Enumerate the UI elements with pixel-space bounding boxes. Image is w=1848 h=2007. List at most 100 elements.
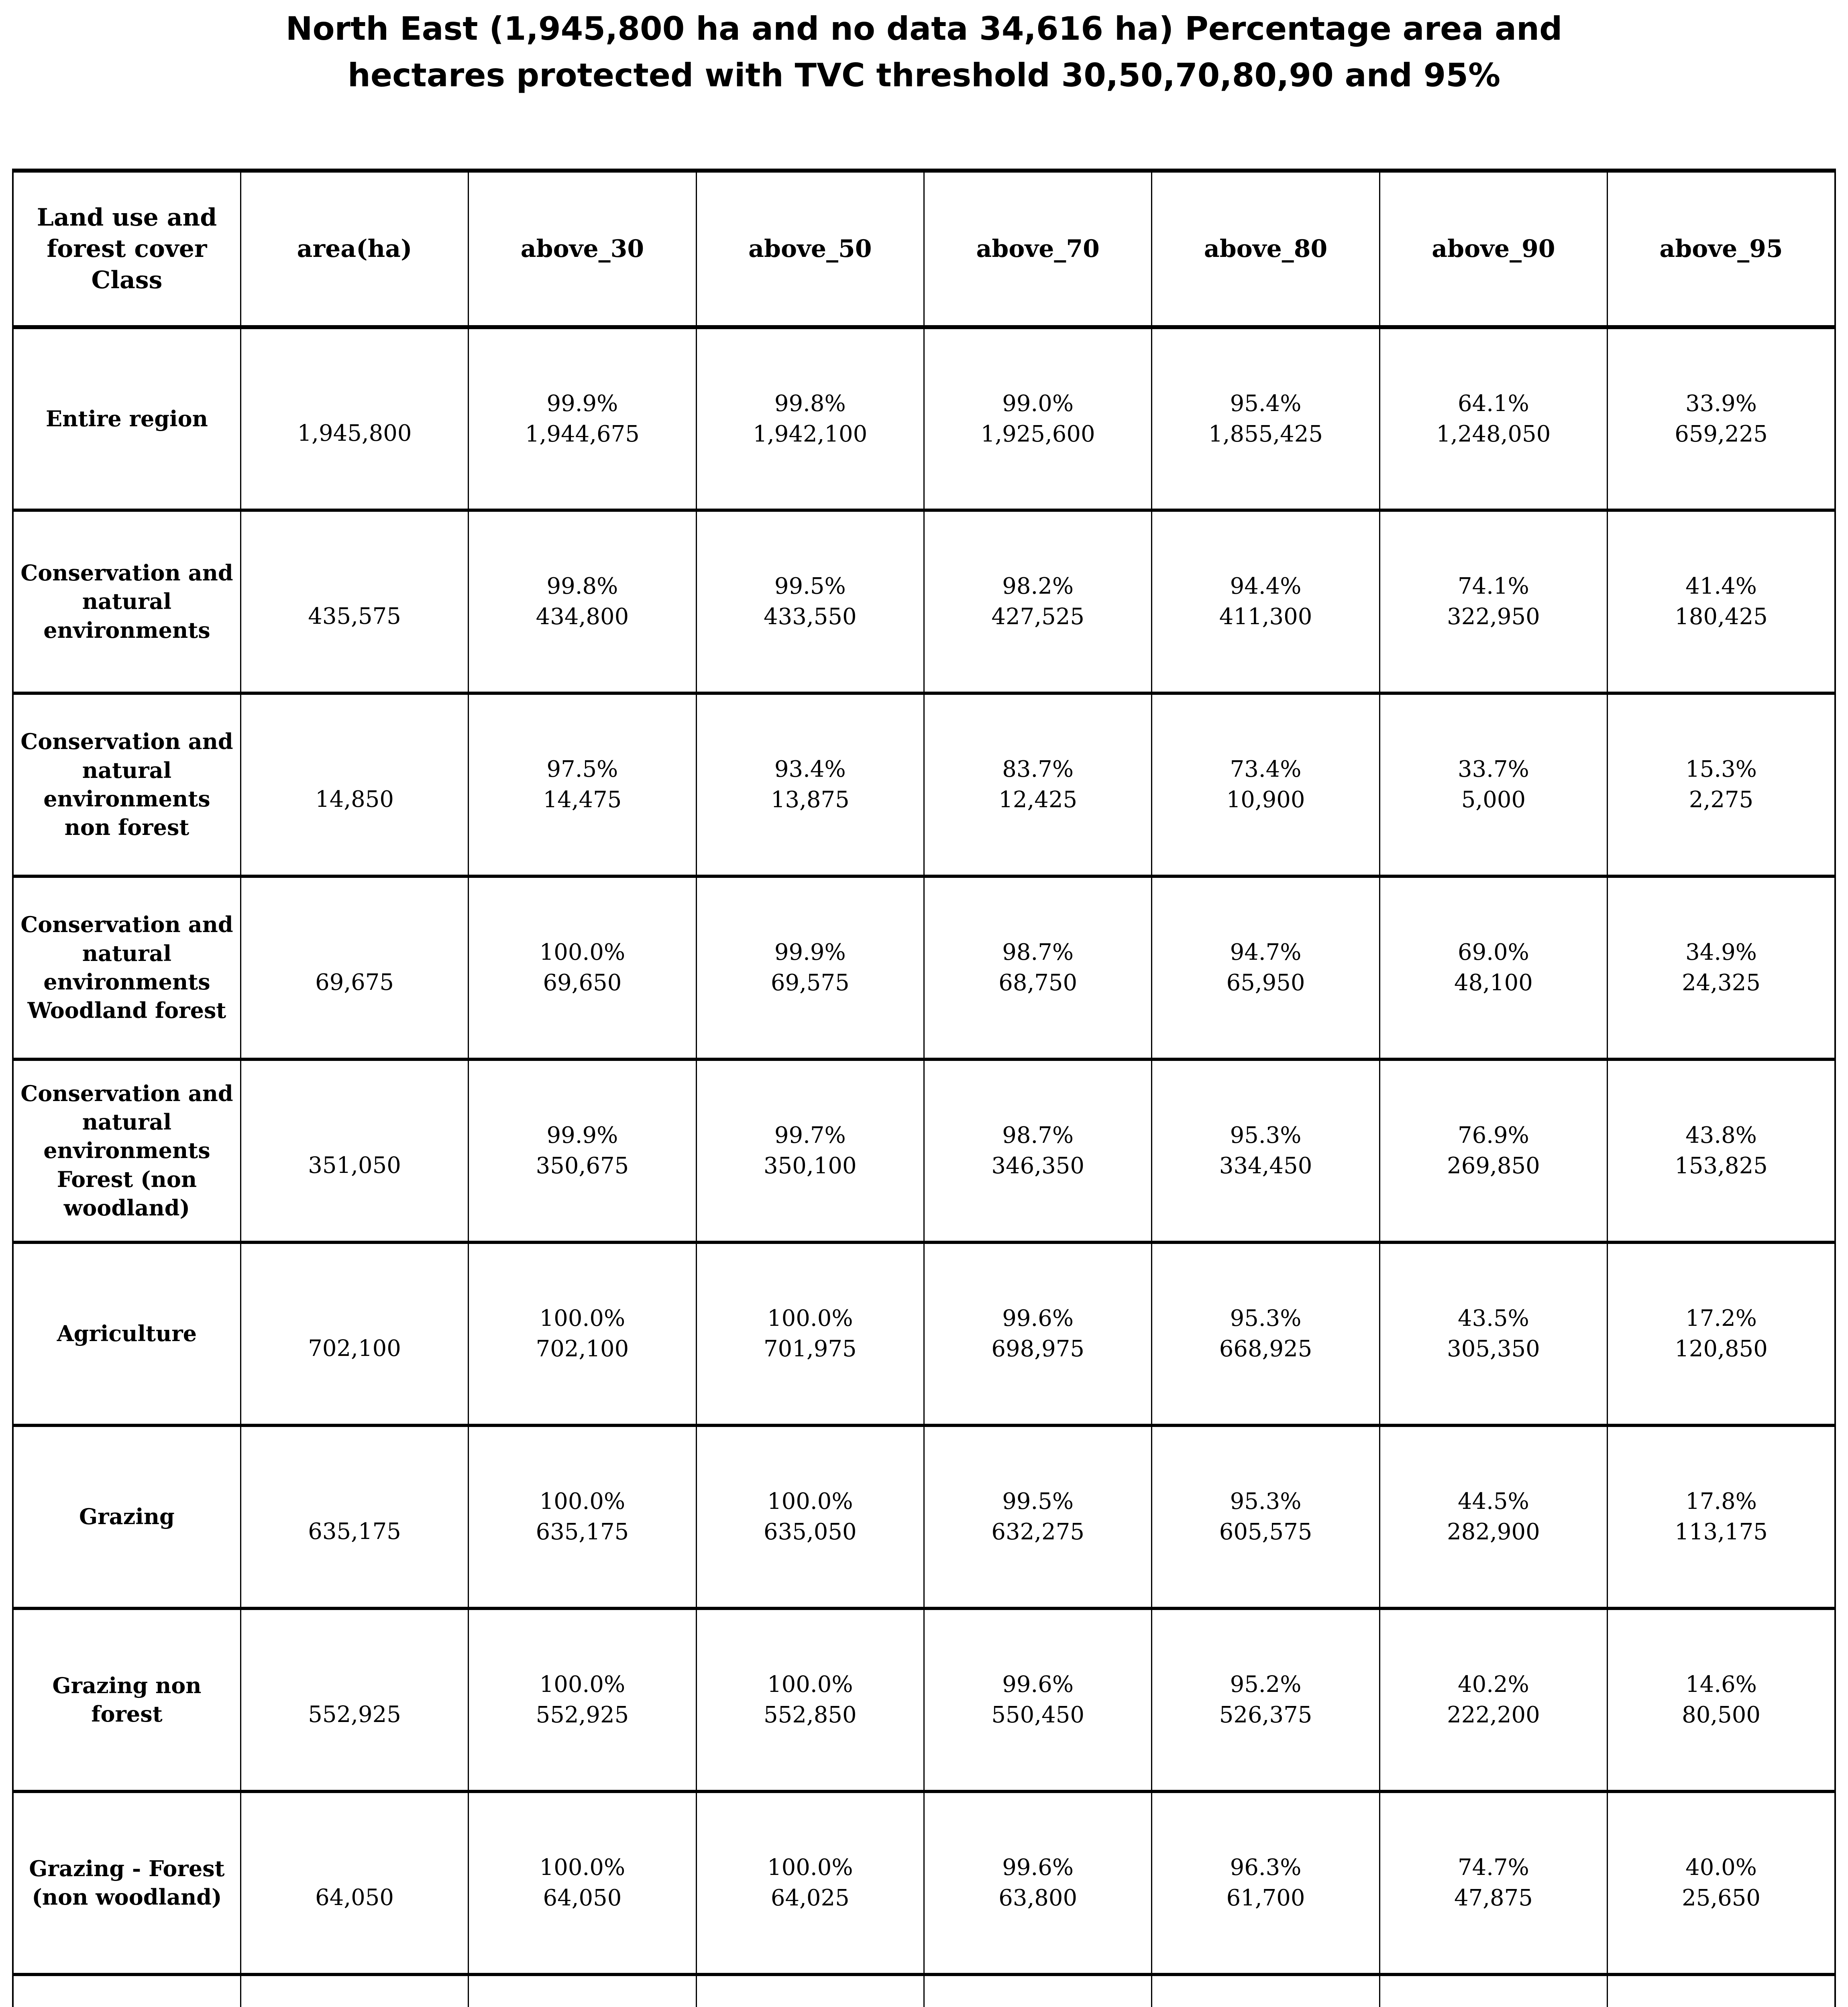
cell-above-30: 99.9% 1,944,675 — [468, 327, 697, 510]
pct-value: 100.0% — [767, 1488, 853, 1515]
area-cell: 552,925 — [240, 1608, 469, 1791]
pct-value: 43.8% — [1685, 1122, 1757, 1149]
pct-value: 97.5% — [546, 756, 618, 783]
cell-above-30: 100.0%37,000 — [468, 1974, 697, 2007]
ha-value: 668,925 — [1219, 1336, 1312, 1362]
ha-value: 61,700 — [1226, 1885, 1305, 1911]
pct-value: 100.0% — [539, 1671, 626, 1698]
cell-above-80: 95.2% 526,375 — [1151, 1608, 1380, 1791]
row-label: Grazing - Forest (non woodland) — [12, 1791, 241, 1974]
cell-above-95: 33.9% 659,225 — [1607, 327, 1836, 510]
table-row: Irrigation 37,000 100.0%37,000 100.0%37,… — [12, 1974, 1836, 2007]
ha-value: 24,325 — [1682, 970, 1761, 996]
ha-value: 322,950 — [1447, 604, 1540, 630]
table-row: Conservation and natural environments no… — [12, 693, 1836, 876]
area-cell: 64,050 — [240, 1791, 469, 1974]
col-header-landuse-class: Land use and forest cover Class — [12, 171, 241, 327]
cell-above-70: 83.7% 12,425 — [923, 693, 1153, 876]
ha-value: 434,800 — [536, 604, 629, 630]
ha-value: 13,875 — [770, 787, 850, 813]
cell-above-50: 99.5% 433,550 — [695, 510, 925, 693]
header-row: Land use and forest cover Class area(ha)… — [12, 171, 1836, 327]
cell-above-30: 100.0% 702,100 — [468, 1242, 697, 1425]
pct-value: 96.3% — [1230, 1854, 1302, 1881]
pct-value: 33.9% — [1685, 390, 1757, 417]
ha-value: 69,650 — [543, 970, 622, 996]
cell-above-95: 43.8% 153,825 — [1607, 1059, 1836, 1242]
ha-value: 698,975 — [991, 1336, 1084, 1362]
area-cell: 1,945,800 — [240, 327, 469, 510]
cell-above-50: 99.9% 69,575 — [695, 876, 925, 1059]
cell-above-80: 95.3% 334,450 — [1151, 1059, 1380, 1242]
cell-above-90: 29.1%10,750 — [1379, 1974, 1608, 2007]
table-row: Conservation and natural environments 43… — [12, 510, 1836, 693]
cell-above-95: 40.0% 25,650 — [1607, 1791, 1836, 1974]
ha-value: 605,575 — [1219, 1519, 1312, 1545]
pct-value: 99.9% — [546, 1122, 618, 1149]
cell-above-80: 96.3% 61,700 — [1151, 1791, 1380, 1974]
area-cell: 351,050 — [240, 1059, 469, 1242]
cell-above-50: 93.4% 13,875 — [695, 693, 925, 876]
ha-value: 552,925 — [536, 1702, 629, 1728]
ha-value: 120,850 — [1675, 1336, 1768, 1362]
ha-value: 1,942,100 — [753, 421, 868, 447]
pct-value: 76.9% — [1457, 1122, 1529, 1149]
cell-above-90: 69.0% 48,100 — [1379, 876, 1608, 1059]
pct-value: 100.0% — [767, 1671, 853, 1698]
pct-value: 99.9% — [774, 939, 846, 966]
pct-value: 94.4% — [1230, 573, 1302, 600]
pct-value: 95.3% — [1230, 1122, 1302, 1149]
cell-above-95: 8.4%3,125 — [1607, 1974, 1836, 2007]
ha-value: 526,375 — [1219, 1702, 1312, 1728]
ha-value: 550,450 — [991, 1702, 1084, 1728]
area-value: 69,675 — [315, 969, 394, 995]
ha-value: 427,525 — [991, 604, 1084, 630]
ha-value: 659,225 — [1675, 421, 1768, 447]
table-row: Conservation and natural environments Wo… — [12, 876, 1836, 1059]
cell-above-95: 17.8% 113,175 — [1607, 1425, 1836, 1608]
tvc-protection-table: Land use and forest cover Class area(ha)… — [12, 169, 1836, 2007]
row-label: Irrigation — [12, 1974, 241, 2007]
cell-above-50: 100.0%37,000 — [695, 1974, 925, 2007]
cell-above-95: 15.3% 2,275 — [1607, 693, 1836, 876]
ha-value: 635,050 — [764, 1519, 857, 1545]
ha-value: 12,425 — [998, 787, 1078, 813]
pct-value: 100.0% — [539, 1854, 626, 1881]
pct-value: 100.0% — [539, 1305, 626, 1332]
pct-value: 100.0% — [539, 1488, 626, 1515]
col-header-above-70: above_70 — [923, 171, 1153, 327]
cell-above-90: 33.7% 5,000 — [1379, 693, 1608, 876]
area-cell: 14,850 — [240, 693, 469, 876]
ha-value: 113,175 — [1675, 1519, 1768, 1545]
ha-value: 1,855,425 — [1208, 421, 1323, 447]
cell-above-50: 100.0% 552,850 — [695, 1608, 925, 1791]
pct-value: 100.0% — [767, 1305, 853, 1332]
cell-above-50: 99.8% 1,942,100 — [695, 327, 925, 510]
pct-value: 99.0% — [1002, 390, 1074, 417]
cell-above-30: 99.9% 350,675 — [468, 1059, 697, 1242]
pct-value: 34.9% — [1685, 939, 1757, 966]
cell-above-80: 73.4% 10,900 — [1151, 693, 1380, 876]
ha-value: 63,800 — [998, 1885, 1078, 1911]
cell-above-50: 100.0% 64,025 — [695, 1791, 925, 1974]
pct-value: 100.0% — [767, 1854, 853, 1881]
pct-value: 99.5% — [774, 573, 846, 600]
pct-value: 98.7% — [1002, 939, 1074, 966]
pct-value: 99.7% — [774, 1122, 846, 1149]
ha-value: 180,425 — [1675, 604, 1768, 630]
cell-above-90: 74.1% 322,950 — [1379, 510, 1608, 693]
table-row: Grazing - Forest (non woodland) 64,050 1… — [12, 1791, 1836, 1974]
area-value: 351,050 — [308, 1152, 401, 1179]
cell-above-30: 100.0% 552,925 — [468, 1608, 697, 1791]
cell-above-80: 95.3% 605,575 — [1151, 1425, 1380, 1608]
area-cell: 37,000 — [240, 1974, 469, 2007]
pct-value: 14.6% — [1685, 1671, 1757, 1698]
area-cell: 69,675 — [240, 876, 469, 1059]
pct-value: 33.7% — [1457, 756, 1529, 783]
ha-value: 334,450 — [1219, 1153, 1312, 1179]
page-title: North East (1,945,800 ha and no data 34,… — [285, 10, 1563, 94]
cell-above-95: 17.2% 120,850 — [1607, 1242, 1836, 1425]
cell-above-80: 95.4% 1,855,425 — [1151, 327, 1380, 510]
area-value: 14,850 — [315, 786, 394, 812]
cell-above-90: 76.9% 269,850 — [1379, 1059, 1608, 1242]
